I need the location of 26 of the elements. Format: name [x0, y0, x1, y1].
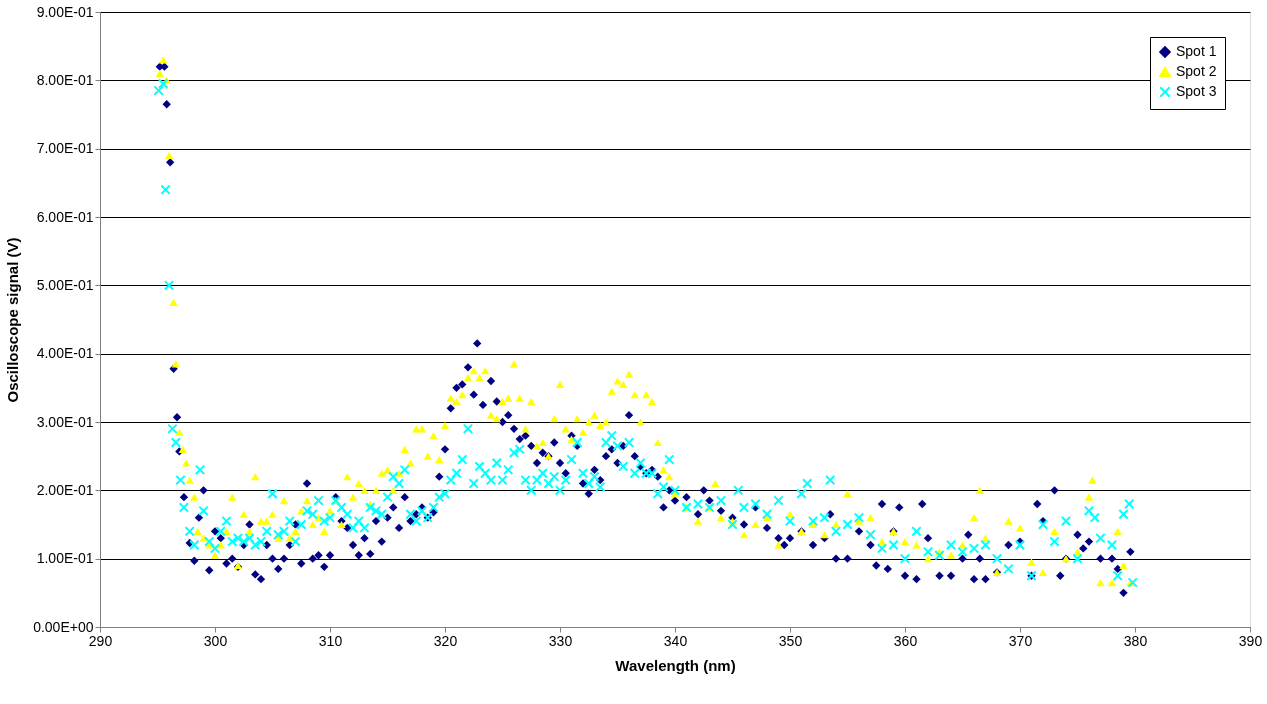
y-tick-label: 1.00E-01 [36, 550, 94, 567]
y-tick-label: 8.00E-01 [36, 71, 94, 88]
y-tick-label: 9.00E-01 [36, 3, 94, 20]
y-axis-title: Oscilloscope signal (V) [4, 237, 22, 403]
x-tick-label: 330 [548, 632, 573, 649]
legend-label: Spot 2 [1176, 63, 1217, 79]
x-tick-label: 300 [203, 632, 228, 649]
y-tick-label: 3.00E-01 [36, 413, 94, 430]
x-tick-label: 320 [433, 632, 458, 649]
x-tick-label: 350 [778, 632, 803, 649]
x-tick-label: 340 [663, 632, 688, 649]
y-tick-label: 4.00E-01 [36, 345, 94, 362]
x-axis-title: Wavelength (nm) [615, 656, 736, 674]
x-tick-label: 380 [1123, 632, 1148, 649]
y-tick-label: 2.00E-01 [36, 481, 94, 498]
legend-label: Spot 1 [1176, 43, 1217, 59]
x-tick-label: 390 [1238, 632, 1263, 649]
y-tick-label: 5.00E-01 [36, 276, 94, 293]
x-tick-label: 360 [893, 632, 918, 649]
x-tick-label: 370 [1008, 632, 1033, 649]
x-tick-label: 290 [88, 632, 113, 649]
y-tick-label: 0.00E+00 [33, 618, 94, 635]
y-tick-label: 7.00E-01 [36, 140, 94, 157]
x-tick-label: 310 [318, 632, 343, 649]
legend-label: Spot 3 [1176, 83, 1217, 99]
y-tick-label: 6.00E-01 [36, 208, 94, 225]
